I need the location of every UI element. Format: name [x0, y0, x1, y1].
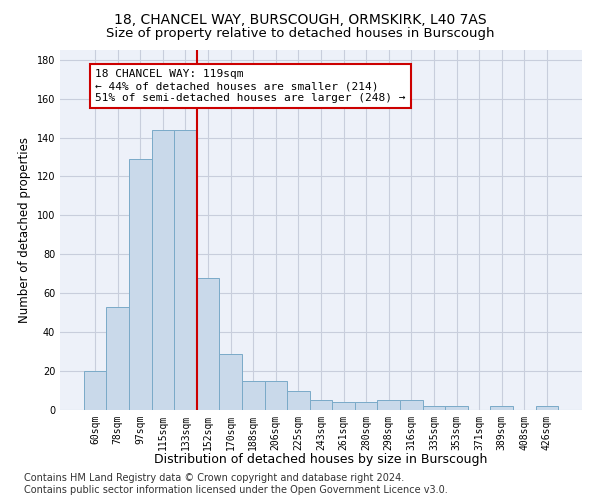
Text: 18 CHANCEL WAY: 119sqm
← 44% of detached houses are smaller (214)
51% of semi-de: 18 CHANCEL WAY: 119sqm ← 44% of detached…: [95, 70, 406, 102]
Bar: [129, 159, 152, 410]
Bar: [536, 406, 558, 410]
Bar: [287, 390, 310, 410]
Bar: [422, 406, 445, 410]
Bar: [377, 400, 400, 410]
Bar: [197, 278, 220, 410]
Bar: [242, 381, 265, 410]
Text: Contains HM Land Registry data © Crown copyright and database right 2024.
Contai: Contains HM Land Registry data © Crown c…: [24, 474, 448, 495]
Text: Distribution of detached houses by size in Burscough: Distribution of detached houses by size …: [154, 452, 488, 466]
Bar: [265, 381, 287, 410]
Bar: [220, 354, 242, 410]
Y-axis label: Number of detached properties: Number of detached properties: [18, 137, 31, 323]
Bar: [355, 402, 377, 410]
Bar: [400, 400, 422, 410]
Bar: [174, 130, 197, 410]
Bar: [445, 406, 468, 410]
Bar: [310, 400, 332, 410]
Bar: [84, 371, 106, 410]
Text: Size of property relative to detached houses in Burscough: Size of property relative to detached ho…: [106, 28, 494, 40]
Bar: [106, 307, 129, 410]
Bar: [152, 130, 174, 410]
Text: 18, CHANCEL WAY, BURSCOUGH, ORMSKIRK, L40 7AS: 18, CHANCEL WAY, BURSCOUGH, ORMSKIRK, L4…: [113, 12, 487, 26]
Bar: [490, 406, 513, 410]
Bar: [332, 402, 355, 410]
